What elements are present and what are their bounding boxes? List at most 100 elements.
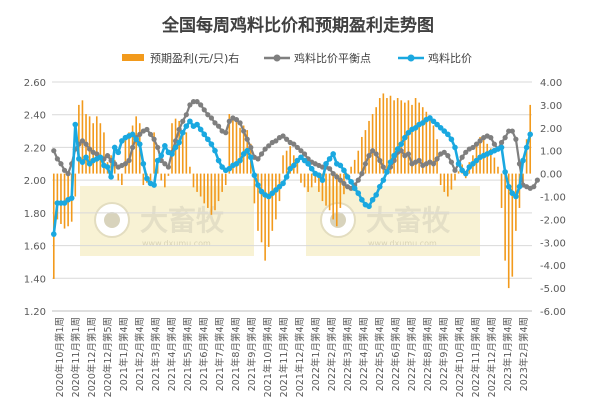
ratio-point — [140, 160, 147, 167]
profit-bar — [457, 171, 460, 174]
profit-bar — [178, 120, 180, 174]
watermark-left: 大畜牧 www.dxumu.com — [80, 186, 254, 256]
ratio-point — [197, 126, 204, 133]
ratio-point — [473, 157, 480, 164]
profit-bar — [450, 173, 453, 190]
breakeven-point — [452, 167, 458, 173]
right-tick-label: -4.00 — [540, 261, 566, 272]
left-tick-label: 2.20 — [24, 143, 46, 154]
breakeven-point — [51, 148, 57, 154]
right-tick-label: 4.00 — [540, 78, 562, 89]
profit-bar — [264, 173, 266, 261]
profit-bar — [253, 173, 256, 204]
ratio-point — [179, 129, 186, 136]
profit-bar — [192, 173, 195, 188]
ratio-point — [86, 160, 93, 167]
ratio-point — [183, 123, 190, 129]
breakeven-point — [190, 99, 197, 105]
legend-label-ratio: 鸡料比价 — [428, 51, 472, 65]
ratio-point — [305, 160, 311, 167]
ratio-point — [298, 154, 304, 161]
x-tick-label: 2020年11月第1周 — [70, 317, 82, 397]
profit-bar — [400, 100, 403, 174]
profit-bar — [181, 130, 184, 174]
right-tick-label: 1.00 — [540, 147, 562, 158]
profit-bar — [525, 139, 528, 174]
breakeven-point — [373, 151, 379, 157]
x-tick-label: 2021年3月第4周 — [150, 317, 162, 391]
right-tick-label: -5.00 — [540, 284, 566, 295]
ratio-point — [359, 196, 365, 203]
x-tick-label: 2022年10月第4周 — [454, 317, 466, 397]
profit-bar — [214, 173, 216, 211]
profit-bar — [257, 173, 259, 231]
x-tick-label: 2020年10月第1周 — [54, 317, 66, 397]
x-tick-label: 2022年5月第4周 — [374, 317, 386, 391]
x-tick-label: 2021年5月第4周 — [182, 317, 194, 391]
profit-bar — [515, 173, 517, 231]
x-tick-label: 2022年7月第4周 — [406, 317, 418, 391]
x-tick-label: 2021年6月第4周 — [198, 317, 210, 391]
ratio-point — [237, 157, 243, 164]
ratio-point — [445, 131, 451, 138]
ratio-point — [208, 141, 215, 147]
profit-bar — [454, 173, 456, 181]
profit-bar — [81, 100, 84, 174]
x-tick-label: 2021年2月第4周 — [134, 317, 146, 391]
breakeven-point — [233, 117, 240, 123]
breakeven-point — [208, 115, 215, 121]
profit-bar — [74, 173, 77, 197]
ratio-point — [355, 190, 362, 197]
profit-bar — [325, 173, 327, 206]
ratio-point — [308, 165, 315, 172]
ratio-point — [269, 190, 276, 197]
breakeven-point — [187, 102, 193, 108]
ratio-point — [384, 169, 390, 175]
profit-bar — [500, 173, 503, 208]
ratio-point — [154, 157, 161, 164]
profit-bar — [124, 136, 127, 174]
right-tick-label: -6.00 — [540, 307, 566, 318]
ratio-point — [104, 164, 111, 170]
profit-bar — [196, 173, 198, 192]
breakeven-point — [337, 177, 343, 183]
breakeven-point — [502, 135, 508, 141]
breakeven-point — [65, 171, 71, 177]
breakeven-point — [298, 148, 304, 154]
right-tick-label: -3.00 — [540, 238, 566, 249]
profit-bar — [307, 173, 309, 192]
chart-title: 全国每周鸡料比价和预期盈利走势图 — [161, 15, 434, 36]
profit-bar — [275, 173, 277, 220]
x-tick-label: 2023年2月第4周 — [518, 317, 530, 391]
profit-bar — [296, 162, 299, 174]
profit-bar — [217, 173, 220, 202]
ratio-point — [136, 141, 143, 147]
ratio-point — [459, 167, 465, 174]
profit-bar — [260, 173, 263, 243]
left-tick-label: 2.00 — [24, 176, 46, 187]
ratio-point — [133, 136, 139, 143]
ratio-point — [240, 151, 247, 157]
left-tick-label: 1.20 — [24, 307, 46, 318]
breakeven-point — [248, 144, 254, 151]
ratio-point — [434, 121, 440, 128]
ratio-point — [452, 144, 458, 151]
breakeven-point — [380, 164, 386, 170]
profit-bar — [199, 173, 202, 197]
ratio-point — [419, 120, 426, 126]
ratio-point — [258, 188, 265, 195]
ratio-point — [427, 115, 433, 121]
profit-bar — [285, 150, 288, 174]
breakeven-point — [83, 141, 89, 147]
profit-bar — [153, 132, 155, 174]
ratio-point — [337, 162, 344, 169]
x-tick-label: 2023年1月第4周 — [502, 317, 514, 391]
profit-bar — [486, 143, 489, 174]
ratio-point — [273, 187, 279, 193]
breakeven-point — [284, 136, 290, 142]
ratio-point — [391, 152, 397, 159]
x-tick-label: 2022年9月第4周 — [438, 317, 450, 391]
profit-bar — [418, 102, 420, 174]
right-tick-label: 3.00 — [540, 101, 562, 112]
x-tick-label: 2022年8月第4周 — [422, 317, 434, 391]
